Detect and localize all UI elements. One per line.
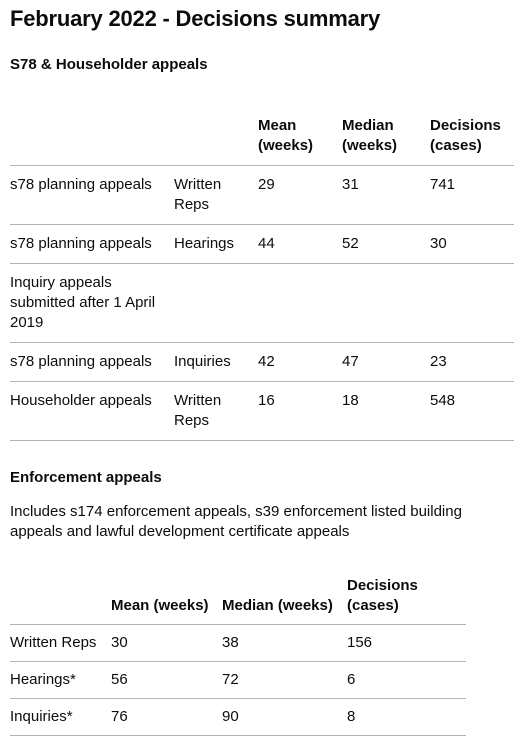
median-cell — [342, 263, 430, 343]
enforcement-heading: Enforcement appeals — [10, 469, 162, 486]
table-row: Written Reps 30 38 156 — [10, 624, 466, 662]
procedure-cell: Hearings — [174, 224, 258, 264]
decisions-cell: 741 — [430, 165, 514, 225]
procedure-cell: Inquiries — [174, 342, 258, 382]
enf-header-median: Median (weeks) — [222, 568, 347, 625]
mean-cell: 56 — [111, 661, 222, 699]
procedure-cell: Written Reps — [174, 381, 258, 441]
decisions-cell: 8 — [347, 698, 466, 736]
enf-header-decisions: Decisions (cases) — [347, 568, 466, 625]
table-row: s78 planning appeals Written Reps 29 31 … — [10, 165, 514, 225]
table-row: Inquiries* 76 90 8 — [10, 698, 466, 736]
s78-header-mean: Mean (weeks) — [258, 107, 342, 166]
median-cell: 72 — [222, 661, 347, 699]
appeal-type-cell: s78 planning appeals — [10, 224, 174, 264]
table-row: Householder appeals Written Reps 16 18 5… — [10, 381, 514, 441]
table-row: s78 planning appeals Hearings 44 52 30 — [10, 224, 514, 264]
table-row: Hearings* 56 72 6 — [10, 661, 466, 699]
procedure-cell: Written Reps — [10, 624, 111, 662]
table-row: s78 planning appeals Inquiries 42 47 23 — [10, 342, 514, 382]
mean-cell — [258, 263, 342, 343]
enf-header-procedure — [10, 568, 111, 625]
enforcement-intro: Includes s174 enforcement appeals, s39 e… — [10, 503, 462, 540]
median-cell: 47 — [342, 342, 430, 382]
procedure-cell — [174, 263, 258, 343]
procedure-cell: Inquiries* — [10, 698, 111, 736]
decisions-cell: 30 — [430, 224, 514, 264]
enf-header-mean: Mean (weeks) — [111, 568, 222, 625]
enforcement-table-header-row: Mean (weeks) Median (weeks) Decisions (c… — [10, 568, 466, 625]
mean-cell: 44 — [258, 224, 342, 264]
mean-cell: 29 — [258, 165, 342, 225]
s78-header-median: Median (weeks) — [342, 107, 430, 166]
decisions-cell: 156 — [347, 624, 466, 662]
median-cell: 90 — [222, 698, 347, 736]
s78-header-decisions: Decisions (cases) — [430, 107, 514, 166]
decisions-cell: 23 — [430, 342, 514, 382]
appeal-type-cell: s78 planning appeals — [10, 342, 174, 382]
median-cell: 52 — [342, 224, 430, 264]
mean-cell: 30 — [111, 624, 222, 662]
appeal-type-cell: Inquiry appeals submitted after 1 April … — [10, 263, 174, 343]
median-cell: 38 — [222, 624, 347, 662]
s78-heading: S78 & Householder appeals — [10, 56, 208, 73]
enforcement-table: Mean (weeks) Median (weeks) Decisions (c… — [10, 568, 466, 736]
decisions-cell: 6 — [347, 661, 466, 699]
s78-header-procedure — [174, 107, 258, 166]
page-title: February 2022 - Decisions summary — [10, 6, 381, 31]
decisions-cell: 548 — [430, 381, 514, 441]
s78-table-header-row: Mean (weeks) Median (weeks) Decisions (c… — [10, 107, 514, 166]
median-cell: 31 — [342, 165, 430, 225]
appeal-type-cell: Householder appeals — [10, 381, 174, 441]
s78-table: Mean (weeks) Median (weeks) Decisions (c… — [10, 107, 514, 441]
appeal-type-cell: s78 planning appeals — [10, 165, 174, 225]
mean-cell: 42 — [258, 342, 342, 382]
procedure-cell: Hearings* — [10, 661, 111, 699]
mean-cell: 16 — [258, 381, 342, 441]
decisions-cell — [430, 263, 514, 343]
table-row: Inquiry appeals submitted after 1 April … — [10, 263, 514, 343]
median-cell: 18 — [342, 381, 430, 441]
procedure-cell: Written Reps — [174, 165, 258, 225]
s78-header-type — [10, 107, 174, 166]
mean-cell: 76 — [111, 698, 222, 736]
